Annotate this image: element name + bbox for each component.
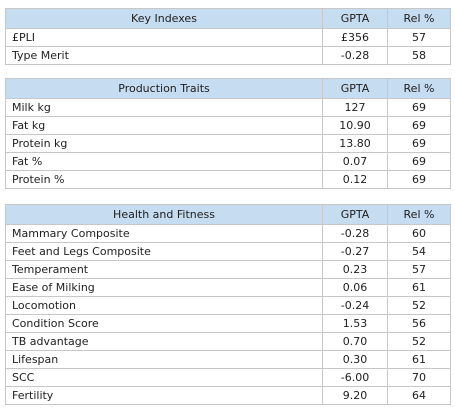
gpta-value-cell: 0.07 [322,152,388,171]
table-row: Condition Score 1.53 56 [5,314,451,333]
rel-value-cell: 69 [387,98,451,117]
rel-value-cell: 69 [387,152,451,171]
gpta-value-cell: -0.27 [322,242,388,261]
table-row: Temperament 0.23 57 [5,260,451,279]
gpta-column-header: GPTA [322,8,388,29]
section-title: Production Traits [5,78,323,99]
table-row: Type Merit -0.28 58 [5,46,451,65]
table-header-row: Production Traits GPTA Rel % [5,78,451,99]
trait-name-cell: £PLI [5,28,323,47]
trait-name-cell: Protein kg [5,134,323,153]
trait-name-cell: Fat kg [5,116,323,135]
rel-column-header: Rel % [387,78,451,99]
gpta-column-header: GPTA [322,78,388,99]
gpta-value-cell: 0.06 [322,278,388,297]
key-indexes-body: £PLI £356 57 Type Merit -0.28 58 [5,28,451,65]
gpta-value-cell: 13.80 [322,134,388,153]
gpta-value-cell: 1.53 [322,314,388,333]
gpta-value-cell: -6.00 [322,368,388,387]
trait-name-cell: Lifespan [5,350,323,369]
trait-name-cell: Locomotion [5,296,323,315]
trait-name-cell: Type Merit [5,46,323,65]
rel-column-header: Rel % [387,204,451,225]
gpta-value-cell: £356 [322,28,388,47]
trait-name-cell: TB advantage [5,332,323,351]
table-header-row: Health and Fitness GPTA Rel % [5,204,451,225]
rel-value-cell: 69 [387,116,451,135]
table-row: Protein kg 13.80 69 [5,134,451,153]
gpta-value-cell: -0.28 [322,46,388,65]
trait-name-cell: Mammary Composite [5,224,323,243]
gpta-value-cell: 9.20 [322,386,388,405]
table-row: SCC -6.00 70 [5,368,451,387]
rel-value-cell: 52 [387,332,451,351]
rel-value-cell: 54 [387,242,451,261]
table-row: Fat % 0.07 69 [5,152,451,171]
rel-value-cell: 58 [387,46,451,65]
table-row: Mammary Composite -0.28 60 [5,224,451,243]
rel-value-cell: 69 [387,170,451,189]
gpta-value-cell: 0.12 [322,170,388,189]
section-title: Health and Fitness [5,204,323,225]
trait-name-cell: Temperament [5,260,323,279]
trait-name-cell: Milk kg [5,98,323,117]
gpta-column-header: GPTA [322,204,388,225]
table-row: Fat kg 10.90 69 [5,116,451,135]
rel-value-cell: 60 [387,224,451,243]
rel-column-header: Rel % [387,8,451,29]
gpta-value-cell: 0.23 [322,260,388,279]
gpta-value-cell: -0.28 [322,224,388,243]
key-indexes-table: Key Indexes GPTA Rel % £PLI £356 57 Type Me… [5,8,451,65]
rel-value-cell: 57 [387,28,451,47]
health-fitness-table: Health and Fitness GPTA Rel % Mammary Co… [5,204,451,405]
rel-value-cell: 69 [387,134,451,153]
gpta-value-cell: 0.30 [322,350,388,369]
rel-value-cell: 52 [387,296,451,315]
table-row: TB advantage 0.70 52 [5,332,451,351]
section-title: Key Indexes [5,8,323,29]
table-row: Feet and Legs Composite -0.27 54 [5,242,451,261]
gpta-value-cell: 127 [322,98,388,117]
table-row: Ease of Milking 0.06 61 [5,278,451,297]
production-traits-body: Milk kg 127 69 Fat kg 10.90 69 Protein kg 13.80… [5,98,451,189]
production-traits-table: Production Traits GPTA Rel % Milk kg 127 6… [5,78,451,189]
table-row: £PLI £356 57 [5,28,451,47]
table-row: Lifespan 0.30 61 [5,350,451,369]
trait-name-cell: Protein % [5,170,323,189]
health-fitness-body: Mammary Composite -0.28 60 Feet and Legs Co… [5,224,451,405]
trait-name-cell: Ease of Milking [5,278,323,297]
rel-value-cell: 61 [387,350,451,369]
rel-value-cell: 57 [387,260,451,279]
trait-name-cell: SCC [5,368,323,387]
table-row: Milk kg 127 69 [5,98,451,117]
gpta-value-cell: 0.70 [322,332,388,351]
table-header-row: Key Indexes GPTA Rel % [5,8,451,29]
trait-name-cell: Fat % [5,152,323,171]
table-row: Protein % 0.12 69 [5,170,451,189]
gpta-value-cell: -0.24 [322,296,388,315]
rel-value-cell: 64 [387,386,451,405]
table-row: Fertility 9.20 64 [5,386,451,405]
table-row: Locomotion -0.24 52 [5,296,451,315]
trait-name-cell: Feet and Legs Composite [5,242,323,261]
trait-name-cell: Condition Score [5,314,323,333]
gpta-value-cell: 10.90 [322,116,388,135]
rel-value-cell: 70 [387,368,451,387]
rel-value-cell: 61 [387,278,451,297]
trait-name-cell: Fertility [5,386,323,405]
rel-value-cell: 56 [387,314,451,333]
